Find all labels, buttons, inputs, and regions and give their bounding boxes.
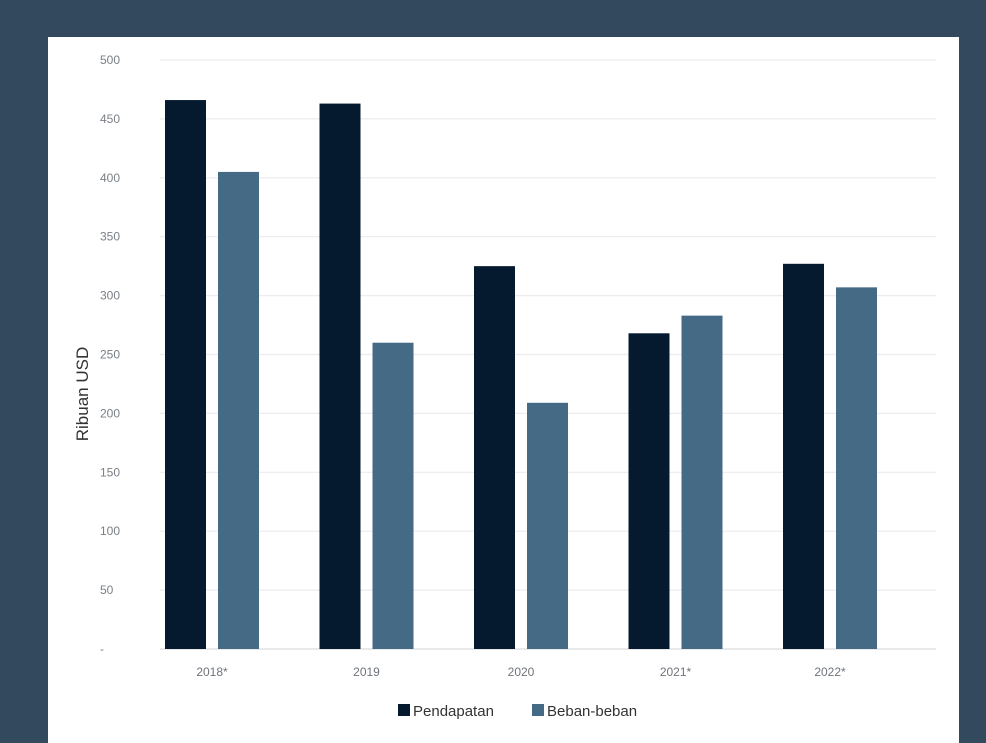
- y-tick-label: 100: [100, 524, 120, 538]
- legend-swatch-beban-beban: [532, 704, 544, 716]
- y-tick-label: 200: [100, 406, 120, 420]
- bar-beban-beban-2020: [527, 402, 568, 649]
- bar-pendapatan-2018: [165, 100, 206, 649]
- y-axis-label: Ribuan USD: [73, 347, 92, 442]
- y-tick-label: 400: [100, 171, 120, 185]
- y-tick-label: 50: [100, 583, 114, 597]
- y-tick-label: 350: [100, 230, 120, 244]
- bar-pendapatan-2019: [319, 103, 361, 649]
- x-axis-ticks: 2018* 2019 2020 2021* 2022*: [196, 665, 846, 679]
- legend-swatch-pendapatan: [398, 704, 410, 716]
- bar-pendapatan-2022: [783, 263, 824, 649]
- y-tick-label: 150: [100, 465, 120, 479]
- y-tick-label: 450: [100, 112, 120, 126]
- y-axis-ticks: - 50 100 150 200 250 300 350 400 450 500: [100, 53, 120, 656]
- bar-beban-beban-2018: [218, 171, 259, 649]
- x-tick-label: 2020: [508, 665, 535, 679]
- y-tick-label: 500: [100, 53, 120, 67]
- x-tick-label: 2021*: [660, 665, 692, 679]
- x-tick-label: 2019: [353, 665, 380, 679]
- legend-label-beban-beban: Beban-beban: [547, 703, 637, 720]
- bar-pendapatan-2021: [628, 333, 670, 649]
- y-tick-label: 300: [100, 289, 120, 303]
- bars: [165, 100, 877, 649]
- legend-label-pendapatan: Pendapatan: [413, 703, 494, 720]
- legend: Pendapatan Beban-beban: [398, 703, 637, 720]
- chart-panel: - 50 100 150 200 250 300 350 400 450 500 2018* 2019…: [48, 37, 959, 743]
- bar-beban-beban-2019: [372, 342, 414, 649]
- x-tick-label: 2022*: [814, 665, 846, 679]
- bar-pendapatan-2020: [474, 266, 515, 649]
- bar-beban-beban-2022: [836, 287, 877, 649]
- y-tick-label: -: [100, 642, 104, 656]
- x-tick-label: 2018*: [196, 665, 228, 679]
- y-tick-label: 250: [100, 348, 120, 362]
- bar-beban-beban-2021: [681, 315, 723, 649]
- bar-chart: - 50 100 150 200 250 300 350 400 450 500 2018* 2019…: [73, 53, 936, 720]
